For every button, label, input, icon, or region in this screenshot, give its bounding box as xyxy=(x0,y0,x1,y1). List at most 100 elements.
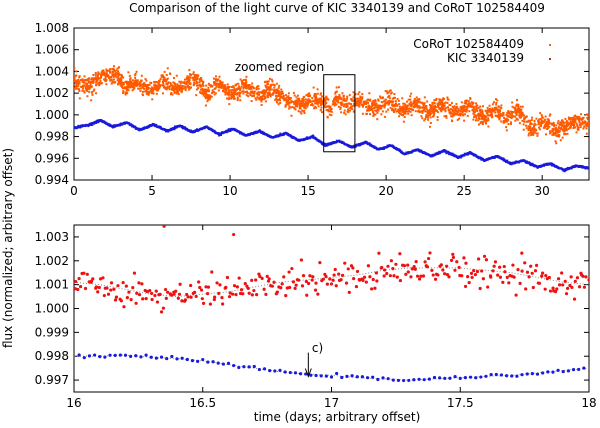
corot-point xyxy=(450,112,453,115)
corot-point xyxy=(410,108,413,111)
corot-point xyxy=(326,97,329,100)
corot-point xyxy=(416,99,419,102)
corot-point xyxy=(305,102,308,105)
kic-zoom-point xyxy=(278,368,282,372)
corot-point xyxy=(506,114,509,117)
corot-zoom-point xyxy=(425,265,430,269)
corot-point xyxy=(152,87,155,90)
corot-point xyxy=(291,106,294,109)
corot-point xyxy=(131,84,134,87)
corot-point xyxy=(314,95,317,98)
corot-point xyxy=(277,86,280,89)
corot-point xyxy=(314,92,317,95)
corot-zoom-point xyxy=(174,289,178,293)
corot-point xyxy=(261,91,264,94)
corot-point xyxy=(145,79,148,82)
corot-point xyxy=(310,100,313,103)
corot-point xyxy=(496,99,499,102)
corot-zoom-point xyxy=(333,267,337,272)
corot-zoom-point xyxy=(547,275,551,280)
corot-point xyxy=(128,81,131,84)
corot-point xyxy=(195,94,198,97)
corot-point xyxy=(107,69,110,72)
corot-point xyxy=(377,107,380,110)
corot-point xyxy=(483,119,486,122)
corot-point xyxy=(555,134,558,137)
corot-point xyxy=(196,74,199,77)
corot-point xyxy=(485,110,488,113)
corot-point xyxy=(169,93,172,96)
corot-point xyxy=(119,79,122,82)
corot-zoom-point xyxy=(473,272,478,277)
corot-point xyxy=(386,101,389,104)
corot-point xyxy=(335,90,338,93)
corot-point xyxy=(150,92,153,95)
corot-point xyxy=(458,117,461,120)
corot-point xyxy=(228,103,231,106)
corot-point xyxy=(456,107,459,110)
corot-zoom-point xyxy=(208,302,213,306)
corot-point xyxy=(469,105,472,108)
kic-zoom-point xyxy=(144,353,148,357)
corot-point xyxy=(185,83,188,86)
kic-zoom-point xyxy=(438,376,442,380)
corot-point xyxy=(417,106,420,109)
corot-point xyxy=(322,102,325,105)
corot-zoom-point xyxy=(415,274,420,278)
top-x-tick-label: 20 xyxy=(378,184,393,198)
corot-point xyxy=(230,97,233,100)
corot-point xyxy=(259,97,262,100)
corot-point xyxy=(502,119,505,122)
corot-point xyxy=(110,78,113,81)
corot-point xyxy=(289,97,292,100)
corot-zoom-point xyxy=(78,284,83,289)
corot-point xyxy=(174,84,177,87)
corot-point xyxy=(467,103,470,106)
corot-zoom-point xyxy=(163,287,168,292)
corot-zoom-point xyxy=(377,251,381,255)
corot-zoom-point xyxy=(328,277,332,281)
corot-point xyxy=(360,97,363,100)
kic-zoom-point xyxy=(257,367,261,372)
kic-zoom-point xyxy=(371,375,375,379)
corot-point xyxy=(500,104,503,107)
corot-zoom-point xyxy=(451,252,455,256)
corot-point xyxy=(242,90,245,93)
corot-point xyxy=(528,128,531,131)
corot-point xyxy=(132,88,135,91)
corot-point xyxy=(169,85,172,88)
corot-point xyxy=(399,109,402,112)
corot-point xyxy=(444,108,447,111)
corot-point xyxy=(235,88,238,91)
corot-point xyxy=(175,92,178,95)
corot-point xyxy=(95,83,98,86)
corot-point xyxy=(339,108,342,111)
corot-point xyxy=(388,100,391,103)
corot-zoom-point xyxy=(239,288,244,292)
corot-point xyxy=(405,100,408,103)
corot-point xyxy=(404,110,407,113)
corot-point xyxy=(488,114,491,117)
corot-point xyxy=(520,113,523,116)
corot-point xyxy=(498,110,501,113)
corot-zoom-point xyxy=(112,287,116,291)
corot-zoom-point xyxy=(200,297,204,301)
kic-zoom-point xyxy=(82,356,86,360)
corot-point xyxy=(308,92,311,95)
corot-point xyxy=(586,118,589,121)
corot-point xyxy=(478,108,481,111)
corot-point xyxy=(241,82,244,85)
corot-zoom-point xyxy=(354,285,359,289)
corot-point xyxy=(148,90,151,93)
corot-point xyxy=(308,95,311,98)
corot-point xyxy=(120,73,123,76)
corot-point xyxy=(120,78,123,81)
corot-point xyxy=(181,89,184,92)
corot-point xyxy=(78,88,81,91)
corot-point xyxy=(438,98,441,101)
corot-point xyxy=(105,69,108,72)
corot-point xyxy=(341,98,344,101)
corot-zoom-point xyxy=(431,273,435,277)
corot-zoom-point xyxy=(176,296,180,300)
corot-point xyxy=(487,125,490,128)
